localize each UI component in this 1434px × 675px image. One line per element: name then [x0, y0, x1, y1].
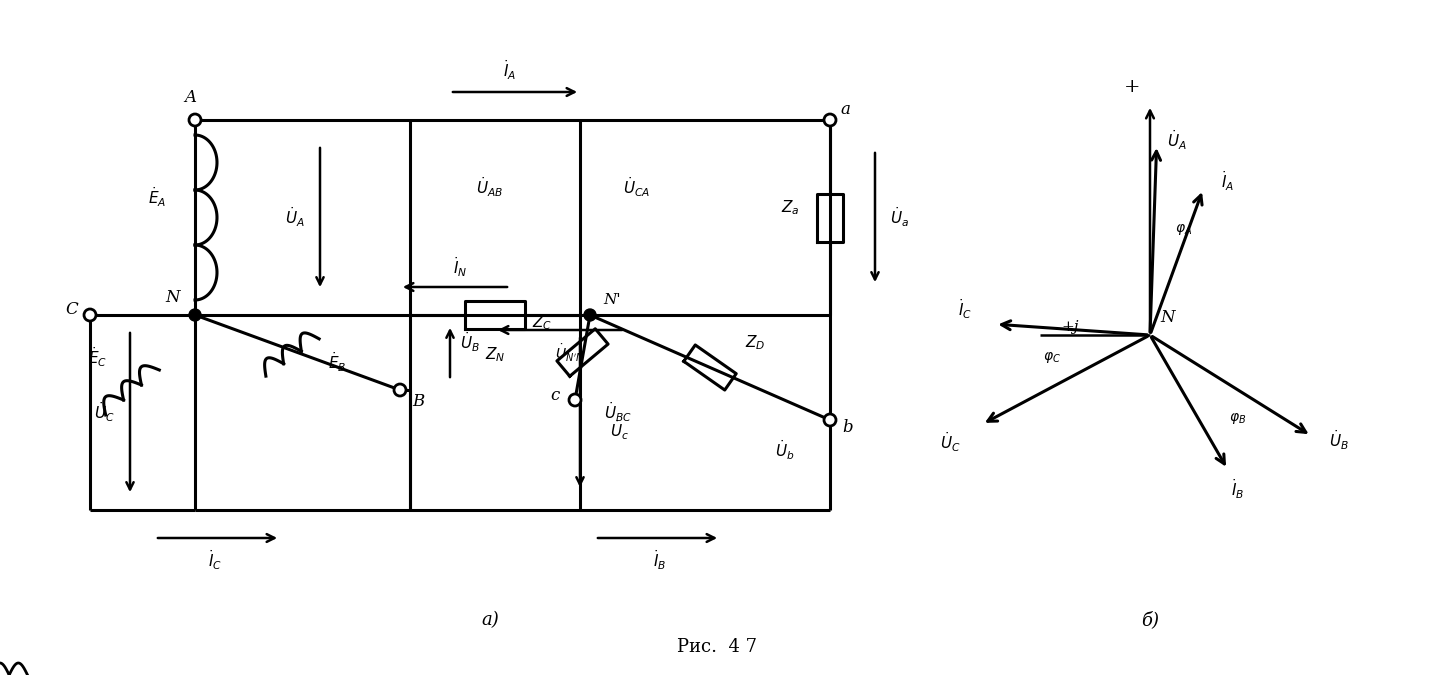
- Circle shape: [189, 114, 201, 126]
- Text: $\dot{I}_N$: $\dot{I}_N$: [453, 255, 467, 279]
- Text: $\dot{E}_C$: $\dot{E}_C$: [87, 346, 108, 369]
- Text: $\dot{U}_C$: $\dot{U}_C$: [93, 401, 115, 425]
- Text: A: A: [184, 90, 196, 107]
- Text: $\dot{I}_A$: $\dot{I}_A$: [503, 58, 516, 82]
- Text: $\dot{I}_B$: $\dot{I}_B$: [654, 548, 667, 572]
- Text: +: +: [1124, 78, 1140, 96]
- Text: $Z_N$: $Z_N$: [485, 346, 505, 365]
- Text: $\varphi_C$: $\varphi_C$: [1043, 350, 1061, 365]
- Circle shape: [85, 309, 96, 321]
- Text: Рис.  4 7: Рис. 4 7: [677, 638, 757, 656]
- Text: $\dot{I}_C$: $\dot{I}_C$: [958, 298, 972, 321]
- Circle shape: [394, 384, 406, 396]
- Text: $\dot{E}_A$: $\dot{E}_A$: [148, 186, 166, 209]
- Text: а): а): [482, 611, 499, 629]
- Text: c: c: [551, 387, 559, 404]
- Text: $\dot{I}_B$: $\dot{I}_B$: [1230, 477, 1245, 501]
- Text: $\varphi_B$: $\varphi_B$: [1229, 411, 1246, 426]
- Text: N: N: [166, 288, 181, 306]
- Text: b: b: [843, 419, 853, 437]
- Text: N: N: [1160, 308, 1176, 325]
- Text: $\dot{U}_A$: $\dot{U}_A$: [285, 206, 305, 230]
- Text: $\dot{U}_c$: $\dot{U}_c$: [611, 418, 630, 442]
- Text: $\dot{U}_C$: $\dot{U}_C$: [939, 431, 961, 454]
- Text: +j: +j: [1061, 320, 1078, 334]
- Text: C: C: [66, 302, 79, 319]
- Text: $\dot{U}_A$: $\dot{U}_A$: [1167, 128, 1186, 152]
- Text: $\dot{E}_B$: $\dot{E}_B$: [328, 351, 347, 375]
- Text: $\dot{U}_B$: $\dot{U}_B$: [460, 331, 480, 354]
- Text: $\dot{U}_{N'N}$: $\dot{U}_{N'N}$: [555, 342, 585, 364]
- Text: $\dot{U}_a$: $\dot{U}_a$: [891, 206, 909, 230]
- Circle shape: [825, 114, 836, 126]
- Text: $\dot{U}_B$: $\dot{U}_B$: [1329, 429, 1349, 452]
- Text: $Z_C$: $Z_C$: [532, 313, 552, 332]
- Text: б): б): [1141, 611, 1159, 629]
- Text: $Z_D$: $Z_D$: [744, 333, 766, 352]
- Text: B: B: [412, 394, 424, 410]
- Circle shape: [569, 394, 581, 406]
- Text: N': N': [604, 293, 621, 307]
- Text: $\dot{U}_{CA}$: $\dot{U}_{CA}$: [624, 176, 651, 199]
- Text: $Z_a$: $Z_a$: [780, 198, 799, 217]
- Text: $\dot{U}_{BC}$: $\dot{U}_{BC}$: [604, 401, 632, 425]
- Text: $\dot{U}_b$: $\dot{U}_b$: [776, 438, 794, 462]
- Circle shape: [584, 309, 597, 321]
- Text: a: a: [840, 101, 850, 119]
- Text: $\dot{U}_{AB}$: $\dot{U}_{AB}$: [476, 176, 503, 199]
- Text: $\dot{I}_C$: $\dot{I}_C$: [208, 548, 222, 572]
- Circle shape: [189, 309, 201, 321]
- Text: $\dot{I}_A$: $\dot{I}_A$: [1222, 169, 1235, 193]
- Circle shape: [825, 414, 836, 426]
- Text: $\varphi_A$: $\varphi_A$: [1174, 222, 1192, 237]
